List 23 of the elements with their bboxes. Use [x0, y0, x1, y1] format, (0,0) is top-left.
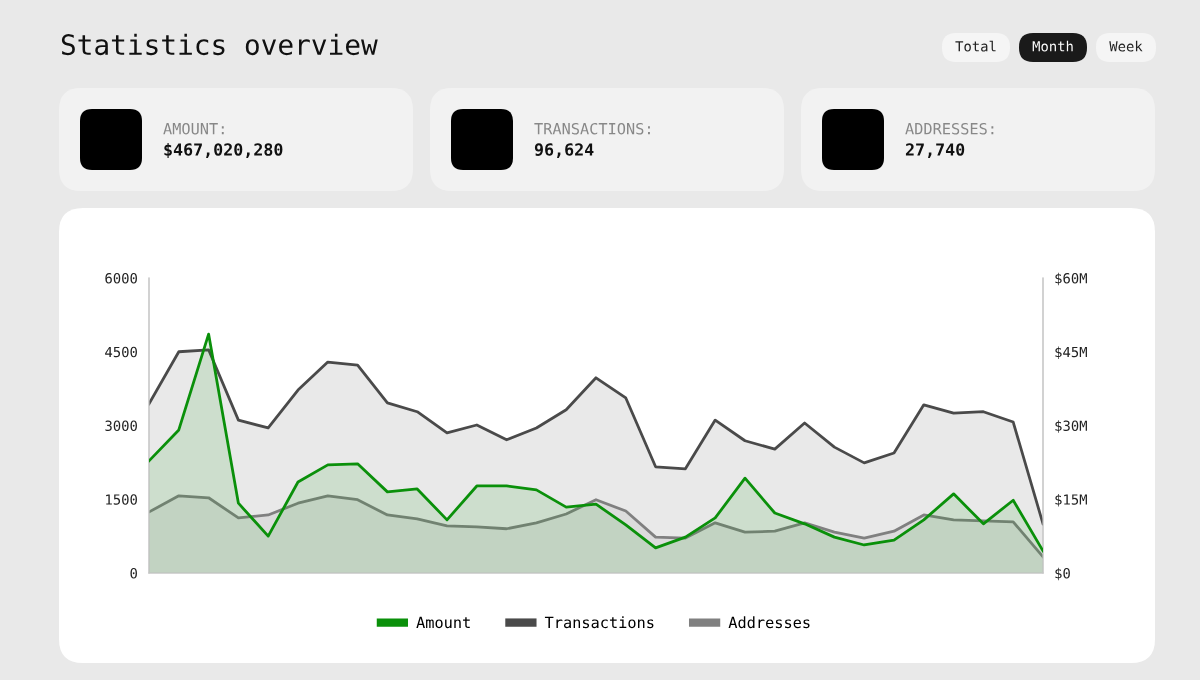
- text: 27,740: [905, 143, 965, 158]
- y2-tick-label: $45M: [1055, 346, 1087, 360]
- text: $467,020,280: [164, 142, 283, 159]
- y-tick-label: 0: [130, 568, 137, 579]
- chart-title: Statistics overview: [61, 33, 378, 56]
- y-tick-label: 6000: [105, 273, 137, 284]
- y-tick-label: 4500: [105, 346, 137, 358]
- y-tick-label: 1500: [106, 494, 137, 505]
- legend-label: Amount: [416, 616, 470, 629]
- y2-tick-label: $15M: [1055, 494, 1087, 507]
- text: 96,624: [534, 143, 594, 158]
- text: AMOUNT:: [163, 122, 224, 135]
- text: ADDRESSES:: [905, 122, 994, 135]
- legend-label: Addresses: [728, 616, 810, 629]
- text: TRANSACTIONS:: [534, 122, 650, 135]
- text: Week: [1109, 40, 1143, 52]
- legend-label: Transactions: [544, 616, 654, 629]
- y-tick-label: 3000: [105, 420, 137, 432]
- text: Month: [1032, 40, 1073, 52]
- y2-tick-label: $30M: [1055, 420, 1087, 433]
- y2-tick-label: $60M: [1055, 272, 1087, 286]
- text: Total: [955, 40, 996, 52]
- y2-tick-label: $0: [1055, 567, 1070, 581]
